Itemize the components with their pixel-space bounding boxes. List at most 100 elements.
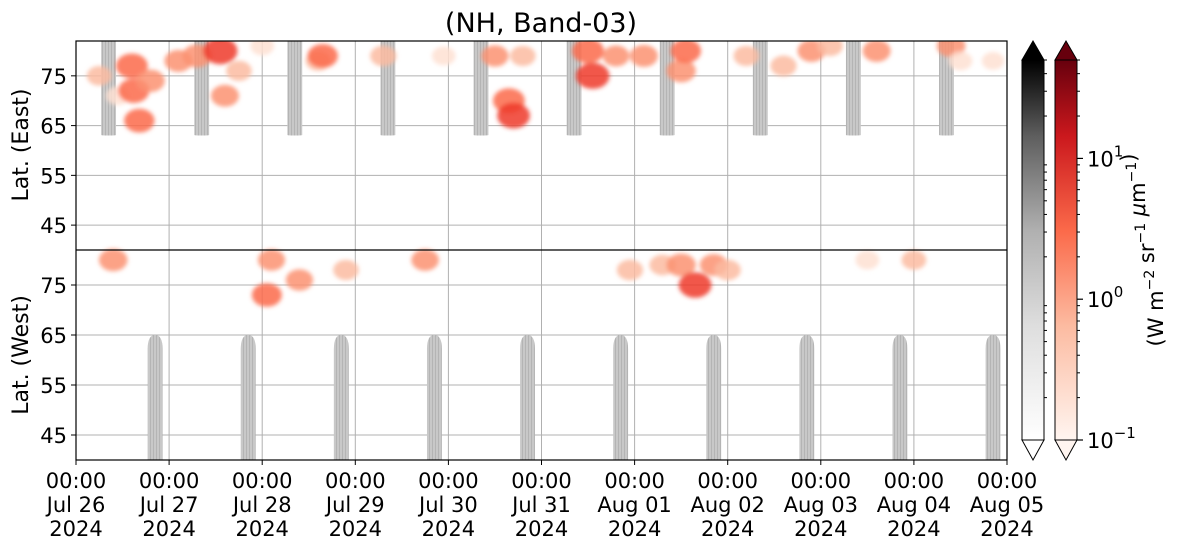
y-axis-label-east: Lat. (East) — [9, 89, 34, 202]
x-tick-label-line: 00:00 — [791, 469, 852, 493]
aurora-cell — [250, 41, 275, 56]
aurora-cell — [257, 249, 286, 271]
aurora-cell — [251, 283, 282, 307]
aurora-cell — [733, 45, 760, 67]
colorbar-ticks: 10−1 100 101 — [1044, 59, 1136, 453]
x-tick-label-line: 2024 — [235, 517, 288, 541]
aurora-cell — [666, 253, 696, 277]
y-tick-label: 75 — [40, 65, 67, 89]
aurora-cell — [616, 259, 644, 281]
aurora-cell — [948, 51, 973, 71]
aurora-cell — [770, 55, 797, 77]
dayside-region — [845, 41, 861, 136]
colorbar-reds-extend-max — [1054, 40, 1078, 61]
aurora-cell — [431, 46, 456, 66]
x-tick-label-line: 00:00 — [977, 469, 1038, 493]
x-tick-label-line: Jul 28 — [231, 493, 292, 517]
aurora-cell — [210, 84, 239, 107]
plot-area — [75, 40, 1008, 461]
dayside-region — [520, 335, 535, 460]
aurora-cell — [285, 269, 314, 291]
colorbar-label: (W m−2 sr−1 μm−1) — [1117, 154, 1168, 347]
x-tick-label-line: 00:00 — [604, 469, 665, 493]
x-tick-label: 00:00 Aug 03 2024 — [784, 469, 858, 541]
aurora-cell — [86, 66, 112, 86]
aurora-cell — [411, 249, 439, 271]
x-tick-label-line: Jul 29 — [324, 493, 385, 517]
y-axis-east-ticks: 45 55 65 75 — [40, 65, 76, 238]
x-tick-label-line: Aug 04 — [877, 493, 951, 517]
dayside-region — [426, 335, 442, 460]
dayside-region — [240, 335, 256, 460]
x-tick-label: 00:00 Jul 31 2024 — [510, 469, 572, 541]
dayside-region — [473, 41, 489, 136]
x-tick-label-line: 00:00 — [232, 469, 293, 493]
x-tick-label-line: Aug 01 — [597, 493, 671, 517]
aurora-cell — [629, 44, 658, 67]
dayside-region — [892, 335, 908, 460]
x-tick-label-line: 2024 — [422, 517, 475, 541]
aurora-cell — [124, 108, 155, 133]
x-tick-label-line: 00:00 — [511, 469, 572, 493]
aurora-cell — [901, 250, 927, 270]
y-tick-label: 45 — [40, 424, 67, 448]
x-tick-label-line: 00:00 — [418, 469, 479, 493]
x-tick-label-line: 2024 — [701, 517, 754, 541]
colorbar-tick-label: 101 — [1087, 142, 1123, 171]
colorbar-tick-label: 10−1 — [1087, 424, 1136, 453]
colorbar-greys — [1021, 40, 1045, 462]
x-tick-label-line: 2024 — [329, 517, 382, 541]
dayside-region — [287, 41, 303, 136]
dayside-region — [752, 41, 768, 136]
aurora-cell — [370, 45, 397, 67]
aurora-cell — [817, 41, 843, 57]
dayside-region — [101, 41, 117, 136]
x-tick-label: 00:00 Jul 27 2024 — [138, 469, 200, 541]
colorbar-reds-extend-min — [1054, 439, 1078, 462]
dayside-region — [799, 335, 815, 460]
x-tick-label-line: 00:00 — [139, 469, 200, 493]
x-tick-label: 00:00 Aug 04 2024 — [877, 469, 951, 541]
x-tick-label: 00:00 Jul 26 2024 — [45, 469, 107, 541]
x-tick-label: 00:00 Aug 01 2024 — [597, 469, 671, 541]
colorbar-greys-extend-min — [1021, 439, 1045, 462]
x-tick-label-line: 2024 — [980, 517, 1033, 541]
aurora-cell — [575, 62, 610, 89]
x-tick-label-line: 2024 — [794, 517, 847, 541]
dayside-region — [333, 335, 349, 460]
y-tick-label: 55 — [40, 164, 67, 188]
x-tick-label-line: Aug 02 — [690, 493, 764, 517]
colorbar-reds — [1054, 40, 1078, 462]
x-tick-label-line: 00:00 — [697, 469, 758, 493]
dayside-region — [613, 335, 629, 460]
x-tick-label: 00:00 Aug 05 2024 — [970, 469, 1044, 541]
colorbar-greys-fill — [1021, 59, 1045, 441]
aurora-cell — [136, 69, 165, 93]
x-tick-label: 00:00 Jul 28 2024 — [231, 469, 293, 541]
aurora-emission-cells — [86, 41, 1005, 307]
aurora-cell — [307, 44, 338, 68]
aurora-cell — [481, 45, 509, 67]
x-tick-label-line: Aug 03 — [784, 493, 858, 517]
x-tick-label-line: 00:00 — [46, 469, 107, 493]
y-tick-label: 65 — [40, 115, 67, 139]
aurora-cell — [203, 41, 238, 65]
x-tick-label-line: 00:00 — [884, 469, 945, 493]
aurora-cell — [333, 259, 359, 281]
x-tick-label: 00:00 Aug 02 2024 — [690, 469, 764, 541]
dayside-region — [147, 335, 163, 460]
aurora-cell — [862, 41, 891, 62]
y-axis-west-ticks: 75 65 55 45 — [40, 274, 76, 448]
y-tick-label: 75 — [40, 274, 67, 298]
chart-title: (NH, Band-03) — [445, 8, 637, 39]
x-tick-label-line: Jul 31 — [510, 493, 571, 517]
x-tick-label-line: 2024 — [49, 517, 102, 541]
y-axis-label-west: Lat. (West) — [9, 295, 34, 415]
aurora-cell — [510, 45, 536, 67]
aurora-cell — [497, 102, 530, 129]
x-tick-label-line: Jul 26 — [45, 493, 106, 517]
aurora-cell — [981, 52, 1005, 70]
aurora-cell — [666, 59, 696, 83]
